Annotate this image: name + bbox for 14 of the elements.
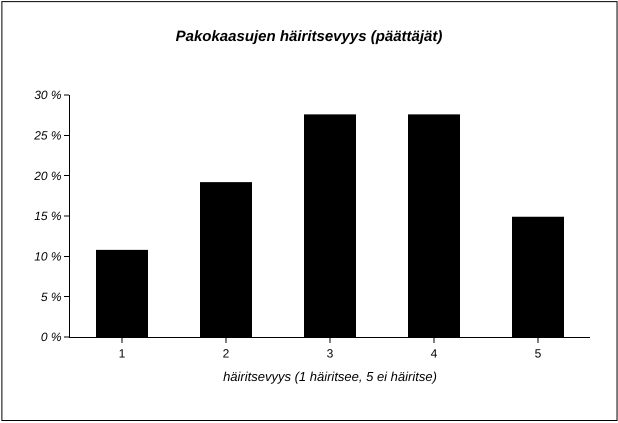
y-tick-label: 25 % <box>33 128 62 143</box>
y-tick-label: 5 % <box>40 290 62 304</box>
y-tick-label: 15 % <box>34 209 62 224</box>
x-axis-title: häiritsevyys (1 häiritsee, 5 ei häiritse) <box>223 369 437 384</box>
y-tick-label: 10 % <box>34 250 62 264</box>
y-tick-label: 30 % <box>34 88 62 102</box>
x-tick-label: 3 <box>326 346 334 360</box>
chart-title: Pakokaasujen häiritsevyys (päättäjät) <box>176 28 442 46</box>
x-tick-label: 4 <box>430 346 438 360</box>
x-tick-label: 1 <box>118 346 126 360</box>
y-tick-label: 0 % <box>40 330 62 344</box>
x-tick-label: 2 <box>222 346 230 360</box>
y-tick-label: 20 % <box>33 168 62 183</box>
x-tick-label: 5 <box>534 346 542 360</box>
